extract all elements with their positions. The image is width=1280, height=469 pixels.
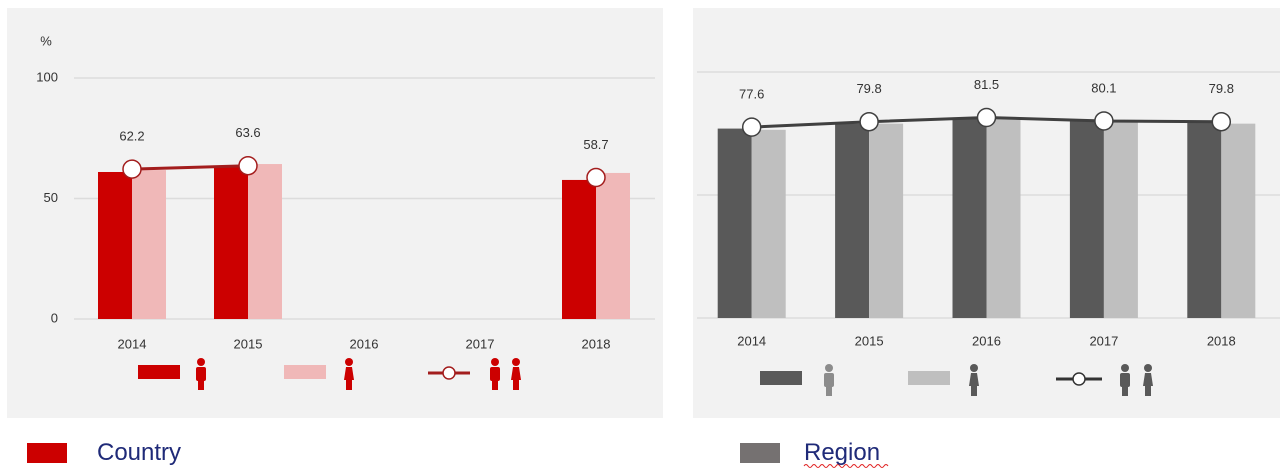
x-tick-label: 2015 <box>234 336 263 351</box>
legend-country: Country <box>97 439 182 466</box>
bar <box>1187 122 1222 319</box>
legend-swatch-region <box>740 443 780 463</box>
data-label: 80.1 <box>1091 80 1116 95</box>
spell-underline <box>803 464 889 468</box>
x-tick-label: 2016 <box>972 333 1001 348</box>
bar <box>214 165 248 319</box>
data-label: 79.8 <box>1209 81 1234 96</box>
data-label: 79.8 <box>856 81 881 96</box>
y-tick-label: 50 <box>44 190 58 205</box>
data-label: 62.2 <box>119 129 144 144</box>
line-point <box>741 117 762 137</box>
y-unit: % <box>40 33 52 48</box>
legend-symbols <box>138 358 1153 396</box>
x-tick-label: 2016 <box>350 336 379 351</box>
x-tick-label: 2018 <box>1207 333 1236 348</box>
data-label: 58.7 <box>583 137 608 152</box>
line-point <box>122 159 142 179</box>
line-point <box>238 155 258 176</box>
x-tick-label: 2018 <box>582 336 611 351</box>
bar <box>869 123 904 318</box>
bar <box>132 170 166 319</box>
x-tick-label: 2014 <box>737 333 766 348</box>
line-point <box>1094 111 1114 131</box>
bar <box>986 117 1021 318</box>
legend-swatch-country <box>27 443 67 463</box>
bar <box>562 179 596 319</box>
bar <box>1103 122 1138 319</box>
x-tick-label: 2015 <box>855 333 884 348</box>
y-tick-label: 100 <box>36 69 58 84</box>
line-point <box>859 111 879 132</box>
legend-region: Region <box>804 439 881 466</box>
x-tick-label: 2017 <box>1089 333 1118 348</box>
bar <box>596 172 630 319</box>
line-point <box>586 167 606 188</box>
y-tick-label: 0 <box>51 310 58 325</box>
data-label: 77.6 <box>739 87 764 102</box>
bar <box>248 164 282 319</box>
bar <box>717 128 752 318</box>
line-point <box>976 107 997 128</box>
bar <box>751 129 786 318</box>
data-label: 63.6 <box>235 125 260 140</box>
data-label: 81.5 <box>974 77 999 92</box>
line-point <box>1211 111 1232 132</box>
x-tick-label: 2014 <box>118 336 147 351</box>
bar <box>98 171 132 319</box>
x-tick-label: 2017 <box>466 336 495 351</box>
bar <box>1069 121 1104 318</box>
bar <box>1221 123 1256 318</box>
bar <box>952 118 987 319</box>
bar <box>835 123 870 318</box>
